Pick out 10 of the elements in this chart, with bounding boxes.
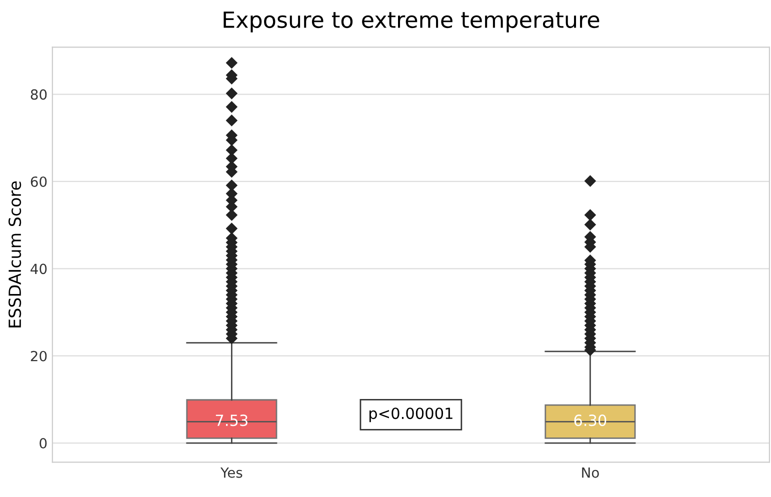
chart-title: Exposure to extreme temperature — [224, 12, 600, 32]
x-tick-label: Yes — [220, 468, 242, 478]
y-tick-label: 20 — [30, 350, 47, 362]
annotation: p<0.00001 — [369, 408, 452, 422]
y-tick-label: 60 — [30, 176, 47, 187]
y-tick-label: 80 — [30, 89, 47, 100]
y-tick-label: 40 — [30, 264, 47, 274]
x-tick-label: No — [582, 468, 599, 478]
y-axis-title: ESSDAIcum Score — [8, 181, 22, 328]
y-tick-label: 0 — [40, 438, 47, 449]
